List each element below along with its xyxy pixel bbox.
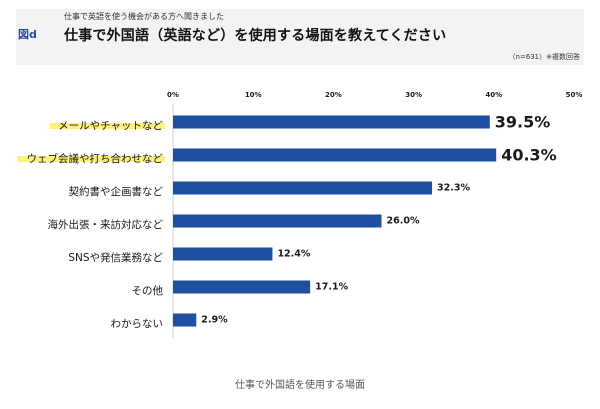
x-tick-label: 40% bbox=[485, 91, 502, 99]
chart-subtitle: 仕事で英語を使う機会がある方へ聞きました bbox=[64, 12, 224, 21]
x-tick-label: 0% bbox=[167, 91, 179, 99]
x-tick-label: 30% bbox=[405, 91, 422, 99]
figure-label: 図d bbox=[18, 28, 37, 41]
value-label: 40.3% bbox=[501, 146, 557, 165]
category-label: 契約書や企画書など bbox=[69, 185, 164, 198]
value-label: 2.9% bbox=[201, 315, 228, 326]
x-tick-label: 10% bbox=[245, 91, 262, 99]
category-label: メールやチャットなど bbox=[58, 120, 163, 132]
figure-caption: 仕事で外国語を使用する場面 bbox=[235, 380, 365, 391]
x-tick-label: 20% bbox=[325, 91, 342, 99]
bar bbox=[173, 280, 311, 294]
bar bbox=[173, 247, 273, 261]
bar bbox=[173, 313, 197, 327]
value-label: 32.3% bbox=[437, 183, 470, 194]
value-label: 39.5% bbox=[495, 113, 551, 132]
category-label: その他 bbox=[132, 284, 164, 297]
bar bbox=[173, 214, 382, 228]
category-highlight bbox=[50, 123, 165, 129]
category-label: 海外出張・来訪対応など bbox=[48, 218, 164, 231]
x-tick-label: 50% bbox=[566, 91, 583, 99]
chart-title: 仕事で外国語（英語など）を使用する場面を教えてください bbox=[64, 28, 447, 44]
value-label: 12.4% bbox=[277, 249, 310, 260]
category-label: わからない bbox=[111, 318, 164, 330]
category-label: ウェブ会議や打ち合わせなど bbox=[27, 152, 164, 165]
bar bbox=[173, 148, 497, 162]
header-panel bbox=[16, 9, 584, 65]
value-label: 17.1% bbox=[315, 282, 348, 293]
bar bbox=[173, 115, 490, 129]
category-label: SNSや発信業務など bbox=[68, 251, 163, 264]
value-label: 26.0% bbox=[387, 216, 420, 227]
sample-note: （n=631）※複数回答 bbox=[508, 53, 580, 61]
bar bbox=[173, 181, 433, 195]
category-highlight bbox=[17, 156, 165, 162]
